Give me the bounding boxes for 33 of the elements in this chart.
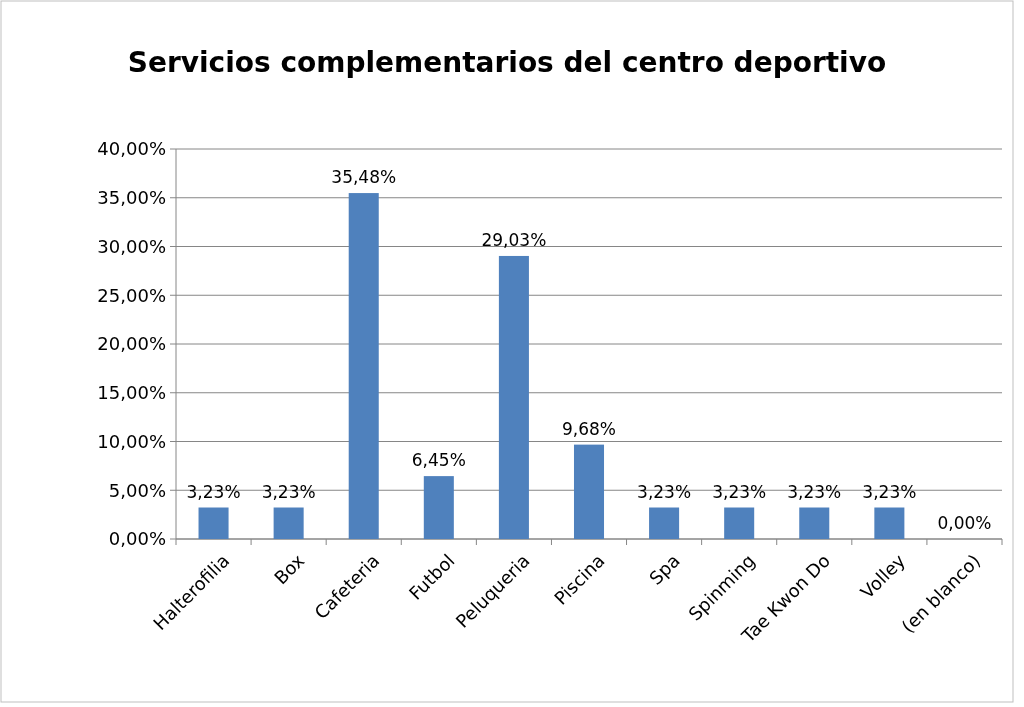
y-tick-label: 15,00%: [97, 382, 166, 404]
bar: [799, 507, 830, 539]
y-tick-label: 5,00%: [108, 479, 166, 501]
data-label: 3,23%: [787, 481, 842, 502]
bar: [649, 507, 680, 539]
data-label: 29,03%: [481, 229, 547, 250]
bar: [273, 507, 304, 539]
chart-title: Servicios complementarios del centro deportivo: [127, 46, 887, 79]
bar: [573, 444, 605, 539]
data-label: 3,23%: [862, 481, 917, 502]
data-label: 9,68%: [561, 418, 617, 439]
data-label: 3,23%: [186, 481, 241, 502]
y-tick-label: 20,00%: [97, 333, 166, 355]
bar: [724, 507, 755, 539]
bar: [348, 193, 379, 539]
bar: [498, 255, 529, 539]
y-tick-label: 30,00%: [97, 235, 166, 257]
y-tick-label: 0,00%: [108, 528, 166, 550]
data-label: 3,23%: [261, 481, 316, 502]
bar: [423, 476, 454, 539]
bar: [198, 507, 229, 539]
y-tick-label: 10,00%: [97, 430, 166, 452]
data-label: 0,00%: [937, 513, 992, 533]
y-tick-label: 35,00%: [97, 187, 166, 209]
x-tick-label: Box: [269, 549, 309, 589]
bar: [874, 507, 905, 539]
y-tick-label: 25,00%: [97, 284, 166, 306]
data-label: 3,23%: [712, 481, 767, 502]
y-tick-label: 40,00%: [97, 138, 166, 160]
data-label: 35,48%: [331, 167, 397, 188]
data-label: 6,45%: [411, 450, 466, 471]
x-tick-label: Spa: [645, 549, 684, 589]
data-label: 3,23%: [637, 481, 692, 502]
